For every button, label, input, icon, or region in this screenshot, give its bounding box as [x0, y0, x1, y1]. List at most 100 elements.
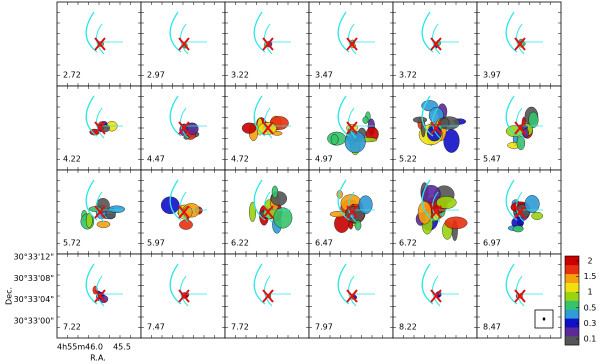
source-cross [94, 289, 106, 303]
outflow-arc [169, 95, 182, 137]
source-cross [94, 121, 106, 135]
colorbar-tick-label: 0.3 [584, 319, 597, 328]
y-tick-label: 30°33'12" [14, 253, 54, 262]
outflow-arc [253, 95, 266, 137]
source-cross [178, 205, 190, 219]
emission-blob [517, 220, 524, 226]
emission-blob [358, 195, 373, 215]
outflow-arc [505, 95, 518, 137]
channel-label: 7.22 [63, 323, 81, 332]
outflow-arc [169, 263, 182, 305]
colorbar-segment [565, 309, 579, 319]
emission-blob [348, 220, 354, 230]
colorbar-segment [565, 256, 579, 266]
outflow-arc [421, 263, 434, 305]
channel-label: 6.47 [315, 239, 333, 248]
colorbar-tick-label: 0.5 [584, 303, 597, 312]
source-cross [430, 205, 442, 219]
source-cross [178, 121, 190, 135]
outflow-arc [337, 263, 350, 305]
source-cross [262, 289, 274, 303]
emission-blob [241, 122, 257, 134]
colorbar-segment [565, 336, 579, 346]
y-tick-label: 30°33'00" [14, 316, 54, 325]
emission-blob [362, 116, 369, 124]
channel-label: 7.47 [147, 323, 165, 332]
outflow-arc [421, 179, 434, 221]
emission-blob [271, 185, 279, 199]
emission-blob [528, 111, 539, 128]
emission-blob [354, 220, 362, 231]
source-cross [94, 37, 106, 51]
y-axis-label: Dec. [5, 287, 14, 305]
emission-blob [444, 216, 468, 230]
channel-label: 3.47 [315, 71, 333, 80]
emission-blob [436, 196, 457, 209]
emission-blob [330, 133, 339, 145]
emission-blob [531, 211, 543, 220]
emission-blob [516, 135, 526, 151]
channel-label: 5.47 [483, 155, 501, 164]
colorbar-segment [565, 327, 579, 337]
colorbar-segment [565, 282, 579, 292]
channel-label: 6.97 [483, 239, 501, 248]
x-axis-label: R.A. [90, 354, 106, 363]
source-cross [514, 289, 526, 303]
channel-label: 5.22 [399, 155, 417, 164]
x-tick-label: 45.5 [113, 343, 131, 352]
x-tick-label: 4h55m46.0 [57, 343, 103, 352]
colorbar-tick-label: 0.1 [584, 335, 597, 344]
colorbar-segment [565, 318, 579, 328]
emission-blob [344, 130, 366, 154]
source-cross [430, 121, 442, 135]
source-cross [178, 37, 190, 51]
outflow-arc [337, 95, 350, 137]
emission-blob [85, 212, 93, 228]
outflow-arc [169, 179, 182, 221]
colorbar-tick-label: 2 [587, 257, 592, 266]
source-cross [178, 289, 190, 303]
outflow-arc [169, 11, 182, 53]
channel-label: 6.72 [399, 239, 417, 248]
channel-label: 3.97 [483, 71, 501, 80]
outflow-arc [85, 95, 98, 137]
channel-label: 4.47 [147, 155, 165, 164]
source-cross [430, 289, 442, 303]
outflow-arc [505, 263, 518, 305]
source-cross [346, 289, 358, 303]
outflow-arc [85, 179, 98, 221]
colorbar-frame [564, 255, 580, 346]
outflow-arc [337, 11, 350, 53]
outflow-arc [421, 95, 434, 137]
outflow-arc [85, 263, 98, 305]
colorbar-tick-label: 1 [587, 288, 592, 297]
source-cross [346, 37, 358, 51]
channel-label: 3.72 [399, 71, 417, 80]
outflow-arc [505, 11, 518, 53]
source-cross [94, 205, 106, 219]
channel-label: 2.72 [63, 71, 81, 80]
emission-blob [183, 134, 190, 140]
emission-blob [421, 184, 441, 204]
source-cross [262, 37, 274, 51]
channel-label: 4.72 [231, 155, 249, 164]
colorbar-tick-label: 1.5 [584, 272, 597, 281]
emission-blob [412, 116, 428, 123]
emission-blob [179, 219, 193, 230]
channel-label: 5.97 [147, 239, 165, 248]
outflow-arc [253, 263, 266, 305]
colorbar-segment [565, 264, 579, 275]
colorbar-segment [565, 273, 579, 283]
outflow-arc [337, 179, 350, 221]
source-cross [514, 37, 526, 51]
emission-blob [417, 201, 432, 225]
channel-label: 3.22 [231, 71, 249, 80]
channel-label: 7.97 [315, 323, 333, 332]
channel-label: 8.47 [483, 323, 501, 332]
channel-label: 6.22 [231, 239, 249, 248]
source-cross [346, 121, 358, 135]
outflow-arc [421, 11, 434, 53]
colorbar-segment [565, 291, 579, 301]
channel-label: 2.97 [147, 71, 165, 80]
